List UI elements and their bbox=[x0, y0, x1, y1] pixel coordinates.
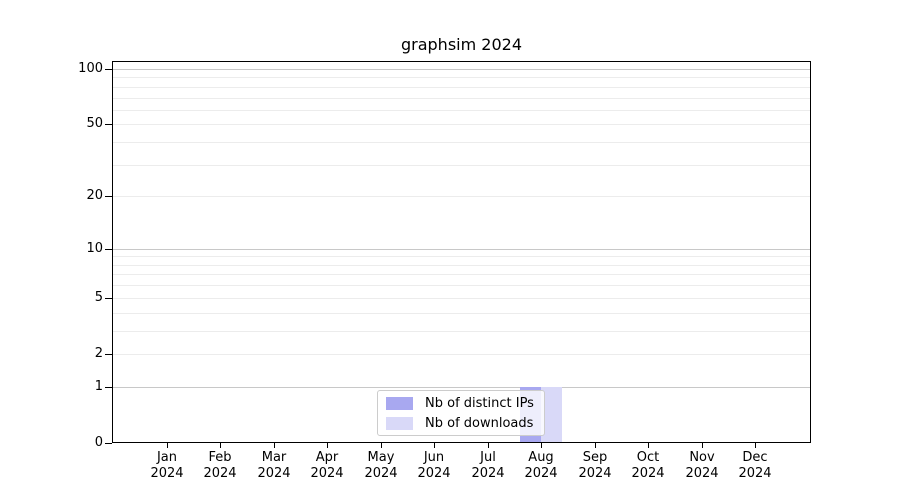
minor-gridline bbox=[113, 331, 810, 332]
x-axis-tick-label: Jun 2024 bbox=[417, 450, 451, 481]
x-axis-tick-label: Apr 2024 bbox=[310, 450, 344, 481]
minor-gridline bbox=[113, 110, 810, 111]
y-axis-tick-label: 50 bbox=[86, 116, 103, 131]
x-axis-tick-label: Jan 2024 bbox=[150, 450, 184, 481]
major-gridline bbox=[113, 387, 810, 388]
x-axis-tick bbox=[220, 443, 221, 448]
y-axis-tick bbox=[105, 196, 112, 197]
y-axis-tick-label: 5 bbox=[94, 290, 103, 305]
x-axis-tick-label: Feb 2024 bbox=[203, 450, 237, 481]
x-axis-tick-label: Mar 2024 bbox=[257, 450, 291, 481]
minor-gridline bbox=[113, 87, 810, 88]
y-axis-tick bbox=[105, 354, 112, 355]
minor-gridline bbox=[113, 142, 810, 143]
minor-gridline bbox=[113, 98, 810, 99]
bar-downloads-aug-2024 bbox=[541, 387, 562, 443]
y-axis-tick bbox=[105, 298, 112, 299]
x-axis-tick bbox=[274, 443, 275, 448]
legend-label-distinct-ips: Nb of distinct IPs bbox=[425, 395, 534, 411]
x-axis-tick-label: Jul 2024 bbox=[471, 450, 505, 481]
x-axis-tick-label: Nov 2024 bbox=[685, 450, 719, 481]
minor-gridline bbox=[113, 298, 810, 299]
legend-swatch-downloads bbox=[386, 416, 413, 430]
x-axis-tick bbox=[541, 443, 542, 448]
legend-item-downloads: Nb of downloads bbox=[386, 413, 536, 433]
y-axis-tick-label: 100 bbox=[78, 61, 103, 76]
y-axis-tick bbox=[105, 387, 112, 388]
x-axis-tick bbox=[381, 443, 382, 448]
y-axis-tick bbox=[105, 124, 112, 125]
minor-gridline bbox=[113, 265, 810, 266]
minor-gridline bbox=[113, 354, 810, 355]
x-axis-tick bbox=[702, 443, 703, 448]
minor-gridline bbox=[113, 285, 810, 286]
y-axis-tick bbox=[105, 443, 112, 444]
chart-title: graphsim 2024 bbox=[400, 35, 522, 54]
legend: Nb of distinct IPs Nb of downloads bbox=[377, 390, 545, 436]
x-axis-tick-label: Sep 2024 bbox=[578, 450, 612, 481]
y-axis-tick-label: 0 bbox=[94, 435, 103, 450]
x-axis-tick-label: Oct 2024 bbox=[631, 450, 665, 481]
x-axis-tick bbox=[595, 443, 596, 448]
y-axis-tick-label: 2 bbox=[94, 346, 103, 361]
minor-gridline bbox=[113, 165, 810, 166]
legend-item-distinct-ips: Nb of distinct IPs bbox=[386, 393, 536, 413]
x-axis-tick bbox=[488, 443, 489, 448]
minor-gridline bbox=[113, 256, 810, 257]
x-axis-tick bbox=[327, 443, 328, 448]
minor-gridline bbox=[113, 274, 810, 275]
y-axis-tick-label: 20 bbox=[86, 188, 103, 203]
y-axis-tick-label: 1 bbox=[94, 379, 103, 394]
legend-swatch-distinct-ips bbox=[386, 396, 413, 410]
minor-gridline bbox=[113, 77, 810, 78]
minor-gridline bbox=[113, 124, 810, 125]
y-axis-tick bbox=[105, 249, 112, 250]
y-axis-tick bbox=[105, 69, 112, 70]
minor-gridline bbox=[113, 313, 810, 314]
x-axis-tick-label: May 2024 bbox=[364, 450, 398, 481]
plot-area bbox=[112, 61, 811, 443]
major-gridline bbox=[113, 69, 810, 70]
minor-gridline bbox=[113, 196, 810, 197]
major-gridline bbox=[113, 249, 810, 250]
legend-label-downloads: Nb of downloads bbox=[425, 415, 534, 431]
x-axis-tick-label: Dec 2024 bbox=[738, 450, 772, 481]
x-axis-tick bbox=[167, 443, 168, 448]
x-axis-tick bbox=[648, 443, 649, 448]
y-axis-tick-label: 10 bbox=[86, 241, 103, 256]
x-axis-tick bbox=[434, 443, 435, 448]
x-axis-tick-label: Aug 2024 bbox=[524, 450, 558, 481]
x-axis-tick bbox=[755, 443, 756, 448]
